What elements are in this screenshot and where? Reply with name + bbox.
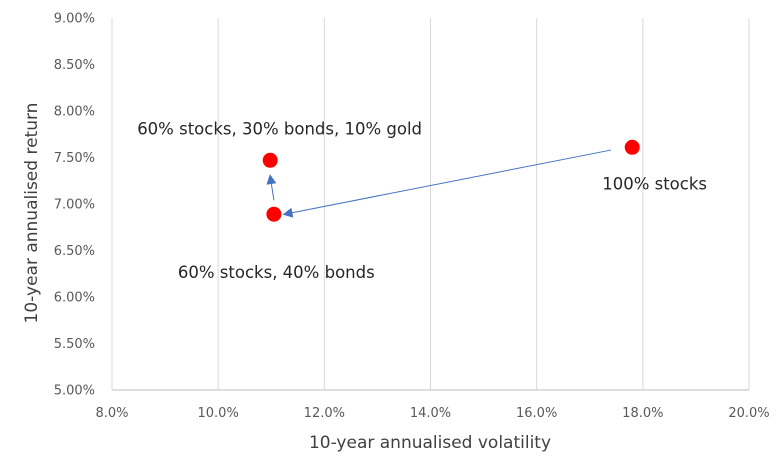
point-labels: 100% stocks 60% stocks, 40% bonds 60% stoc… (137, 119, 707, 282)
y-tick-label: 5.50% (54, 337, 95, 352)
y-tick-labels: 5.00% 5.50% 6.00% 6.50% 7.00% 7.50% 8.00% 8.50%… (54, 12, 95, 399)
y-axis-title: 10-year annualised return (22, 103, 42, 324)
y-tick-label: 5.00% (54, 384, 95, 399)
gridlines (111, 18, 750, 390)
x-tick-labels: 8.0% 10.0% 12.0% 14.0% 16.0% 18.0% 20.0% (95, 406, 769, 421)
arrow (282, 149, 612, 218)
x-tick-label: 16.0% (516, 406, 557, 421)
data-points (262, 139, 640, 222)
point-label: 100% stocks (602, 174, 707, 193)
y-tick-label: 6.50% (54, 244, 95, 259)
y-tick-label: 8.50% (54, 58, 95, 73)
x-axis-title: 10-year annualised volatility (309, 433, 551, 453)
x-tick-label: 10.0% (198, 406, 239, 421)
y-tick-label: 6.00% (54, 291, 95, 306)
arrows (266, 149, 612, 218)
y-tick-label: 7.00% (54, 198, 95, 213)
data-point (262, 152, 278, 168)
data-point (624, 139, 640, 155)
x-tick-label: 8.0% (95, 406, 128, 421)
x-tick-label: 20.0% (728, 406, 769, 421)
x-tick-label: 12.0% (304, 406, 345, 421)
point-label: 60% stocks, 30% bonds, 10% gold (137, 119, 422, 138)
x-tick-label: 18.0% (622, 406, 663, 421)
data-point (266, 206, 282, 222)
y-tick-label: 7.50% (54, 151, 95, 166)
y-tick-label: 9.00% (54, 12, 95, 27)
y-tick-label: 8.00% (54, 105, 95, 120)
point-label: 60% stocks, 40% bonds (178, 263, 375, 282)
arrow (266, 174, 277, 201)
x-tick-label: 14.0% (410, 406, 451, 421)
